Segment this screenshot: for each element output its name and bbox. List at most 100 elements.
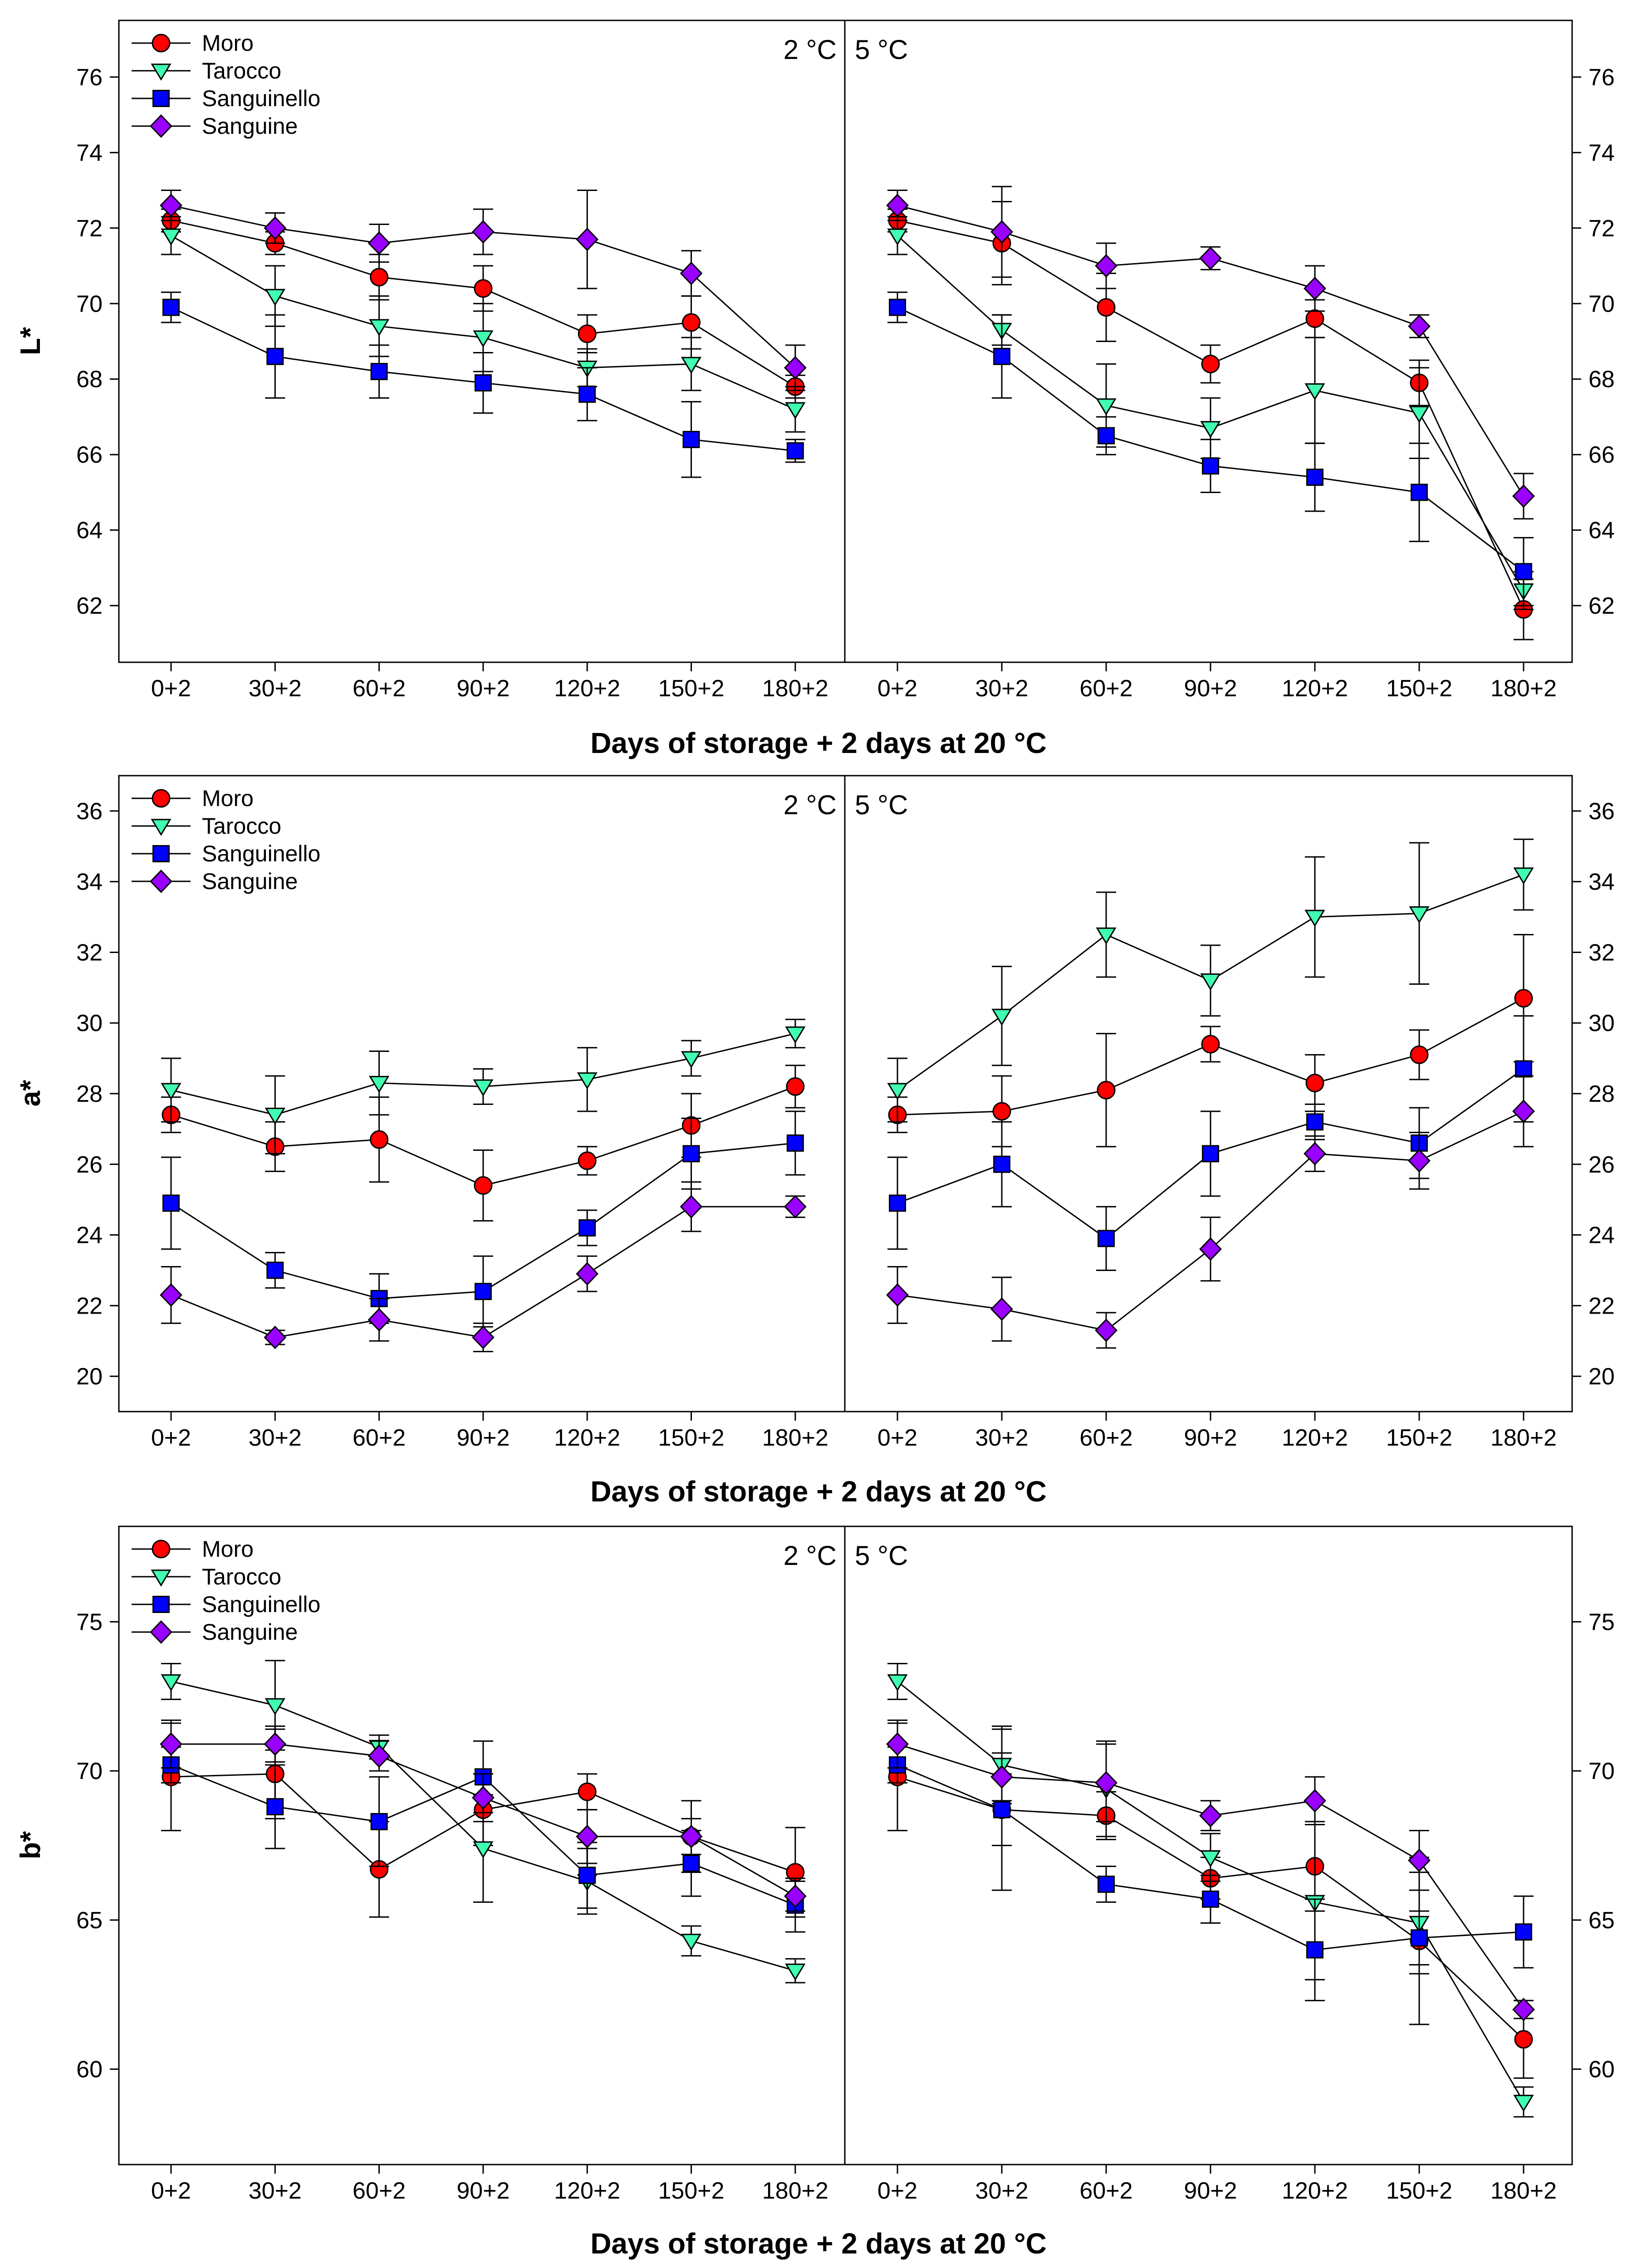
data-point: [161, 1674, 181, 1691]
x-tick-label: 30+2: [975, 2178, 1028, 2204]
data-point: [1305, 309, 1324, 328]
data-point: [368, 231, 391, 255]
legend-marker: [152, 1540, 171, 1559]
series-tarocco: [887, 838, 1534, 1123]
data-point: [160, 193, 182, 217]
x-tick-label: 60+2: [353, 1425, 406, 1451]
data-point: [886, 1283, 909, 1307]
data-point: [161, 1083, 181, 1100]
x-tick-label: 180+2: [1490, 1425, 1557, 1451]
panel-temperature-label: 2 °C: [784, 34, 837, 65]
data-point: [1305, 1074, 1324, 1093]
data-point: [578, 1782, 597, 1801]
legend-marker: [151, 1569, 172, 1587]
data-point: [1408, 314, 1431, 338]
legend-marker: [150, 114, 172, 138]
data-point: [1513, 2095, 1534, 2112]
x-tick-label: 90+2: [456, 675, 510, 702]
legend-marker: [152, 90, 170, 107]
data-point: [1304, 277, 1326, 300]
y-tick-label-left: 75: [76, 1609, 103, 1635]
legend-label: Sanguine: [202, 113, 298, 139]
data-point: [1304, 1789, 1326, 1813]
data-point: [1512, 1998, 1535, 2022]
data-point: [990, 220, 1013, 244]
data-point: [1200, 421, 1221, 438]
x-tick-label: 120+2: [554, 675, 620, 702]
y-tick-label-right: 26: [1588, 1152, 1615, 1178]
data-point: [1512, 484, 1535, 508]
panel-b-2c: 0+2 30+2 60+2 90+2 120+2 150+2 180+2 2 °C: [151, 1540, 837, 2204]
data-point: [472, 1325, 495, 1349]
y-axis-title: b*: [15, 1831, 46, 1859]
y-tick-label-right: 70: [1588, 291, 1615, 317]
data-point: [266, 1261, 284, 1279]
data-point: [1512, 1100, 1535, 1123]
data-point: [1200, 1850, 1221, 1867]
data-point: [1411, 484, 1428, 501]
y-tick-label-left: 60: [76, 2057, 103, 2083]
legend-label: Moro: [202, 1536, 254, 1562]
data-point: [369, 1075, 390, 1093]
legend-label: Sanguinello: [202, 86, 320, 111]
x-tick-label: 90+2: [1184, 2178, 1237, 2204]
y-tick-label-right: 32: [1588, 939, 1615, 966]
data-point: [992, 1102, 1011, 1121]
legend-marker: [152, 1596, 170, 1613]
data-point: [887, 1674, 908, 1691]
panel-temperature-label: 5 °C: [855, 1540, 908, 1571]
data-point: [1515, 1060, 1532, 1078]
legend-label: Tarocco: [202, 58, 281, 83]
data-point: [786, 1134, 804, 1152]
series-sanguine: [886, 186, 1535, 520]
data-point: [161, 228, 181, 246]
data-point: [680, 261, 703, 285]
legend-label: Sanguine: [202, 1619, 298, 1645]
x-tick-label: 30+2: [249, 675, 302, 702]
y-tick-label-right: 74: [1588, 140, 1615, 166]
data-point: [1097, 298, 1116, 317]
y-tick-label-left: 65: [76, 1907, 103, 1934]
y-tick-label-left: 76: [76, 64, 103, 91]
x-tick-label: 180+2: [762, 675, 828, 702]
y-tick-label-left: 66: [76, 442, 103, 468]
data-point: [786, 1077, 805, 1096]
x-tick-label: 90+2: [1184, 1425, 1237, 1451]
panel-L-2c: 0+2 30+2 60+2 90+2 120+2 150+2 180+2 2 °C: [151, 34, 837, 702]
data-point: [990, 1765, 1013, 1789]
y-tick-label-right: 76: [1588, 64, 1615, 91]
data-point: [889, 298, 906, 316]
panel-a-5c: 0+2 30+2 60+2 90+2 120+2 150+2 180+2 5 °C: [855, 790, 1557, 1451]
data-point: [1411, 1929, 1428, 1947]
data-point: [1199, 1237, 1222, 1261]
panel-temperature-label: 2 °C: [784, 1540, 837, 1571]
data-point: [785, 1026, 806, 1044]
series-sanguine: [160, 1719, 807, 1912]
x-tick-label: 150+2: [658, 2178, 724, 2204]
data-point: [576, 1824, 599, 1848]
data-point: [682, 313, 701, 332]
y-tick-label-left: 34: [76, 869, 103, 895]
legend-label: Tarocco: [202, 1564, 281, 1589]
data-point: [785, 402, 806, 420]
data-point: [576, 227, 599, 251]
x-tick-label: 0+2: [151, 675, 191, 702]
data-point: [889, 1194, 906, 1212]
data-point: [1096, 398, 1117, 415]
y-tick-label-left: 68: [76, 367, 103, 393]
y-axis-title: L*: [15, 327, 46, 355]
x-tick-label: 90+2: [456, 2178, 510, 2204]
data-point: [264, 1732, 287, 1756]
x-tick-label: 120+2: [554, 1425, 620, 1451]
y-tick-label-right: 20: [1588, 1364, 1615, 1390]
x-tick-label: 60+2: [1079, 2178, 1132, 2204]
data-point: [577, 1072, 598, 1090]
x-tick-label: 150+2: [1386, 1425, 1452, 1451]
data-point: [369, 319, 390, 337]
data-point: [1513, 867, 1534, 885]
y-tick-label-right: 24: [1588, 1222, 1615, 1249]
y-tick-label-right: 75: [1588, 1609, 1615, 1635]
legend-label: Sanguinello: [202, 1592, 320, 1617]
series-tarocco: [161, 1018, 806, 1154]
